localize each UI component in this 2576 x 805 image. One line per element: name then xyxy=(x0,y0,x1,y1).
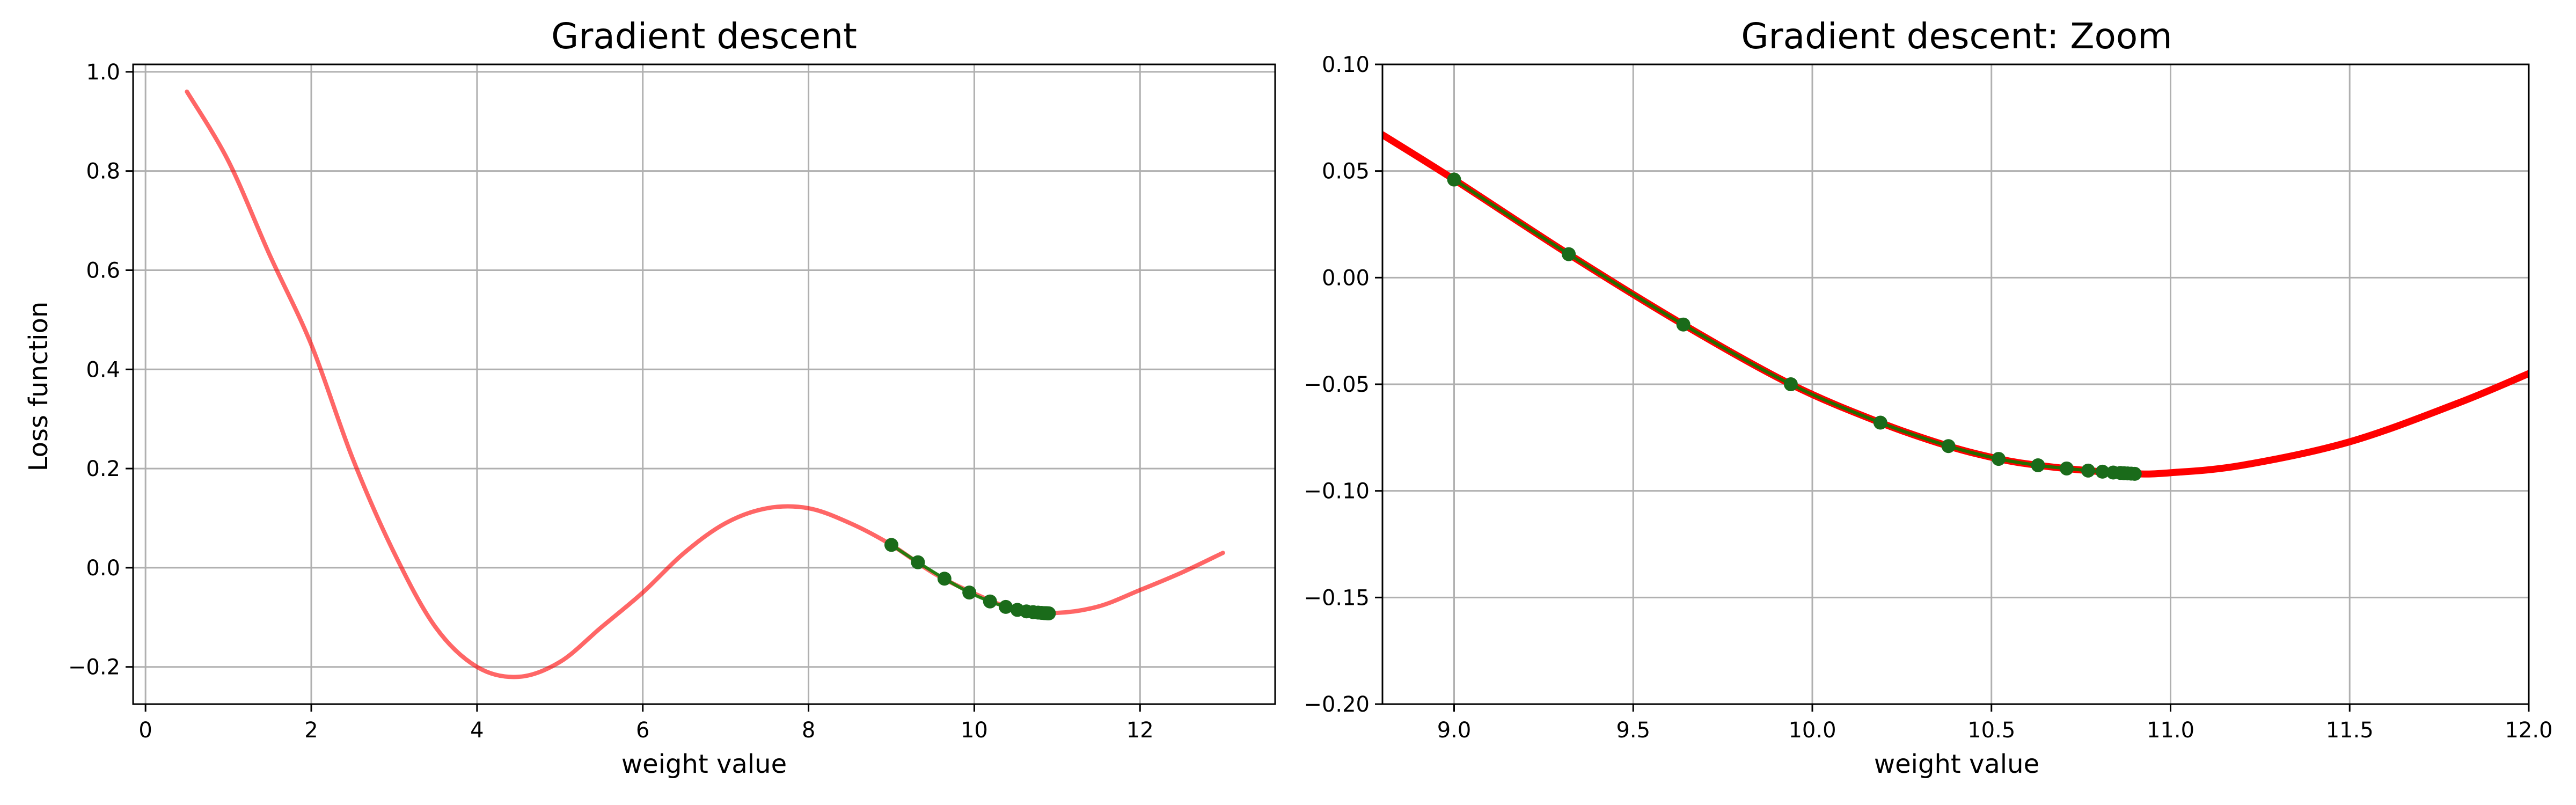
descent-step-point xyxy=(2081,463,2095,478)
y-tick-label: 0.00 xyxy=(1322,266,1370,290)
x-tick-label: 4 xyxy=(470,718,484,743)
x-tick-label: 2 xyxy=(304,718,318,743)
descent-step-point xyxy=(962,586,977,600)
plot-area xyxy=(1382,131,2529,481)
plot-area xyxy=(185,89,1225,679)
descent-step-point xyxy=(1783,377,1798,391)
x-tick-label: 10.0 xyxy=(1788,718,1836,743)
descent-step-point xyxy=(1447,172,1461,187)
descent-step-point xyxy=(1042,606,1056,620)
x-tick-label: 12 xyxy=(1126,718,1154,743)
chart-title: Gradient descent: Zoom xyxy=(1741,16,2172,57)
y-axis-label: Loss function xyxy=(24,302,54,472)
y-tick-label: 0.10 xyxy=(1322,53,1370,77)
descent-step-point xyxy=(884,538,899,552)
y-tick-label: −0.15 xyxy=(1304,586,1370,610)
x-tick-label: 0 xyxy=(138,718,152,743)
descent-step-point xyxy=(983,594,997,609)
x-tick-label: 11.5 xyxy=(2326,718,2374,743)
descent-step-point xyxy=(2095,464,2110,479)
x-tick-label: 10.5 xyxy=(1967,718,2015,743)
descent-step-point xyxy=(1992,452,2006,466)
chart-title: Gradient descent xyxy=(551,16,857,57)
y-tick-label: 0.4 xyxy=(86,357,120,382)
x-tick-label: 11.0 xyxy=(2147,718,2194,743)
x-axis-label: weight value xyxy=(1874,749,2039,779)
axes-frame xyxy=(132,63,1276,705)
descent-step-point xyxy=(937,572,952,586)
x-axis-label: weight value xyxy=(621,749,787,779)
descent-step-point xyxy=(1676,317,1690,332)
descent-step-point xyxy=(2031,458,2045,472)
descent-step-point xyxy=(999,599,1013,614)
descent-step-point xyxy=(1873,415,1887,430)
y-tick-label: 0.05 xyxy=(1322,159,1370,184)
chart-panel-gradient-descent: Gradient descent weight value Loss funct… xyxy=(24,16,1276,779)
descent-step-point xyxy=(2059,461,2074,475)
descent-step-point xyxy=(1562,247,1576,261)
y-tick-label: 0.6 xyxy=(86,258,120,283)
descent-path-line xyxy=(1452,178,2136,475)
y-tick-label: −0.10 xyxy=(1304,479,1370,504)
y-tick-label: −0.20 xyxy=(1304,692,1370,717)
descent-path-line xyxy=(890,543,1051,615)
x-tick-label: 8 xyxy=(802,718,815,743)
y-tick-label: 0.0 xyxy=(86,556,120,581)
x-tick-label: 9.5 xyxy=(1616,718,1650,743)
chart-panel-gradient-descent-zoom: Gradient descent: Zoom weight value 9.0 9… xyxy=(1304,16,2552,779)
y-tick-label: −0.05 xyxy=(1304,372,1370,397)
x-tick-label: 9.0 xyxy=(1437,718,1472,743)
x-tick-label: 12.0 xyxy=(2505,718,2552,743)
x-tick-label: 6 xyxy=(636,718,649,743)
y-tick-label: 1.0 xyxy=(86,60,120,85)
loss-curve-line xyxy=(1382,131,2529,478)
descent-step-point xyxy=(911,555,925,569)
x-tick-label: 10 xyxy=(961,718,988,743)
loss-curve-line xyxy=(185,89,1225,679)
descent-step-point xyxy=(1941,439,1956,453)
y-tick-label: 0.2 xyxy=(86,457,120,481)
descent-step-point xyxy=(2127,466,2142,481)
y-tick-label: 0.8 xyxy=(86,159,120,184)
y-tick-label: −0.2 xyxy=(68,655,120,680)
